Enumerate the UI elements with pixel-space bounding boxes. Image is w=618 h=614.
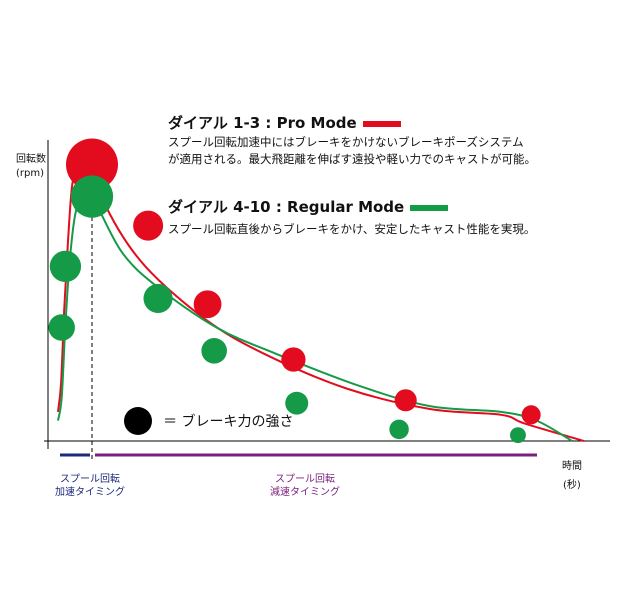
legend-pro-desc-line2: が適用される。最大飛距離を伸ばす遠投や軽い力でのキャストが可能。 bbox=[168, 152, 536, 166]
decel-phase-label: スプール回転 減速タイミング bbox=[245, 473, 365, 499]
legend-pro-title: ダイアル 1-3 : Pro Mode bbox=[168, 112, 401, 133]
curves-layer bbox=[57, 157, 585, 442]
brake-point-pro-5 bbox=[521, 405, 541, 425]
brake-point-pro-2 bbox=[193, 290, 222, 319]
brake-note-text: ＝ ブレーキ力の強さ bbox=[163, 414, 294, 430]
legend-pro-desc: スプール回転加速中にはブレーキをかけないブレーキポーズシステム が適用される。最… bbox=[168, 134, 536, 168]
brake-point-regular-3 bbox=[143, 283, 173, 313]
curve-pro bbox=[57, 157, 585, 442]
legend-regular-title-text: ダイアル 4-10 : Regular Mode bbox=[168, 198, 405, 216]
legend-regular-swatch bbox=[410, 204, 449, 211]
legend-regular-desc-line1: スプール回転直後からブレーキをかけ、安定したキャスト性能を実現。 bbox=[168, 222, 536, 236]
legend-pro-desc-line1: スプール回転加速中にはブレーキをかけないブレーキポーズシステム bbox=[168, 135, 524, 149]
curve-regular bbox=[57, 190, 573, 442]
points-layer bbox=[48, 138, 541, 444]
brake-point-pro-1 bbox=[133, 210, 164, 241]
brake-point-regular-6 bbox=[389, 419, 409, 440]
brake-point-regular-4 bbox=[201, 337, 227, 364]
legend-regular-desc: スプール回転直後からブレーキをかけ、安定したキャスト性能を実現。 bbox=[168, 221, 535, 238]
legend-pro-title-text: ダイアル 1-3 : Pro Mode bbox=[168, 114, 357, 132]
y-axis-label: 回転数 bbox=[16, 154, 46, 165]
y-axis-unit: (rpm) bbox=[16, 168, 45, 179]
legend-pro-swatch bbox=[362, 120, 401, 127]
x-axis-label: 時間 bbox=[562, 461, 582, 472]
accel-phase-label-line1: スプール回転 bbox=[60, 474, 120, 485]
accel-phase-label-line2: 加速タイミング bbox=[55, 487, 125, 498]
brake-point-regular-0 bbox=[48, 314, 75, 341]
brake-point-pro-3 bbox=[281, 347, 306, 372]
x-axis-unit: (秒) bbox=[563, 480, 581, 491]
brake-point-regular-1 bbox=[49, 250, 82, 283]
brake-note: ＝ ブレーキ力の強さ bbox=[122, 405, 294, 437]
brake-point-pro-4 bbox=[394, 389, 417, 412]
decel-phase-label-line1: スプール回転 bbox=[275, 474, 335, 485]
accel-phase-label: スプール回転 加速タイミング bbox=[40, 473, 140, 499]
legend-regular-title: ダイアル 4-10 : Regular Mode bbox=[168, 196, 449, 217]
decel-phase-label-line2: 減速タイミング bbox=[270, 487, 340, 498]
brake-point-regular-5 bbox=[285, 391, 309, 415]
brake-point-regular-7 bbox=[509, 427, 526, 444]
brake-point-regular-2 bbox=[70, 175, 114, 218]
brake-note-circle bbox=[124, 407, 152, 435]
brake-point-pro-0 bbox=[66, 138, 118, 191]
